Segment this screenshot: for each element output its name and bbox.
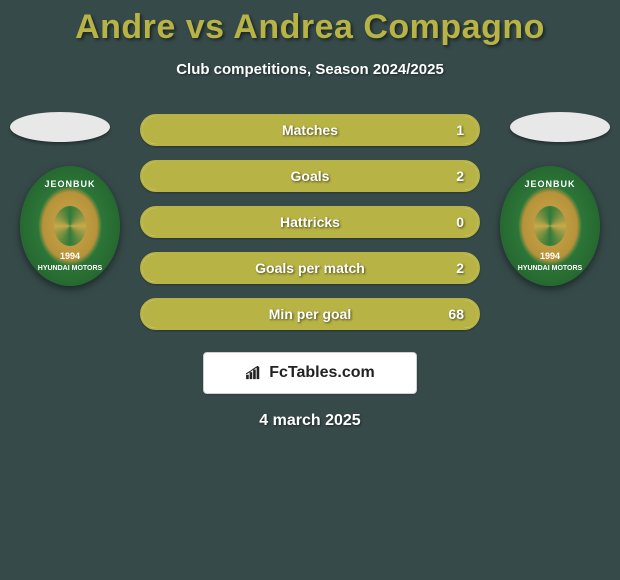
stat-fill-left — [142, 162, 303, 190]
player-photo-placeholder-left — [10, 112, 110, 142]
page-title: Andre vs Andrea Compagno — [0, 0, 620, 47]
comparison-panel: JEONBUK 1994 HYUNDAI MOTORS JEONBUK 1994… — [0, 106, 620, 336]
badge-year: 1994 — [20, 251, 120, 261]
date-text: 4 march 2025 — [0, 412, 620, 430]
club-logo-right: JEONBUK 1994 HYUNDAI MOTORS — [500, 166, 600, 286]
stat-bar: Goals per match 2 — [140, 252, 480, 284]
stat-bar: Matches 1 — [140, 114, 480, 146]
stat-label: Goals — [291, 168, 330, 184]
stat-value-right: 2 — [456, 168, 464, 184]
stat-label: Min per goal — [269, 306, 351, 322]
stat-bar: Goals 2 — [140, 160, 480, 192]
stat-label: Matches — [282, 122, 338, 138]
stat-fill-left — [142, 116, 303, 144]
player-photo-placeholder-right — [510, 112, 610, 142]
badge-text-bot: HYUNDAI MOTORS — [20, 265, 120, 272]
brand-badge[interactable]: FcTables.com — [203, 352, 417, 394]
brand-text: FcTables.com — [269, 364, 375, 382]
club-logo-left: JEONBUK 1994 HYUNDAI MOTORS — [20, 166, 120, 286]
stat-bar: Min per goal 68 — [140, 298, 480, 330]
subtitle: Club competitions, Season 2024/2025 — [0, 61, 620, 78]
stat-label: Goals per match — [255, 260, 365, 276]
chart-icon — [245, 366, 263, 380]
stat-value-right: 0 — [456, 214, 464, 230]
badge-text-top: JEONBUK — [20, 179, 120, 189]
stat-bars: Matches 1 Goals 2 Hattricks 0 Goals per match 2… — [140, 114, 480, 344]
stat-bar: Hattricks 0 — [140, 206, 480, 238]
stat-value-right: 68 — [448, 306, 464, 322]
stat-value-right: 2 — [456, 260, 464, 276]
stat-value-right: 1 — [456, 122, 464, 138]
stat-label: Hattricks — [280, 214, 340, 230]
